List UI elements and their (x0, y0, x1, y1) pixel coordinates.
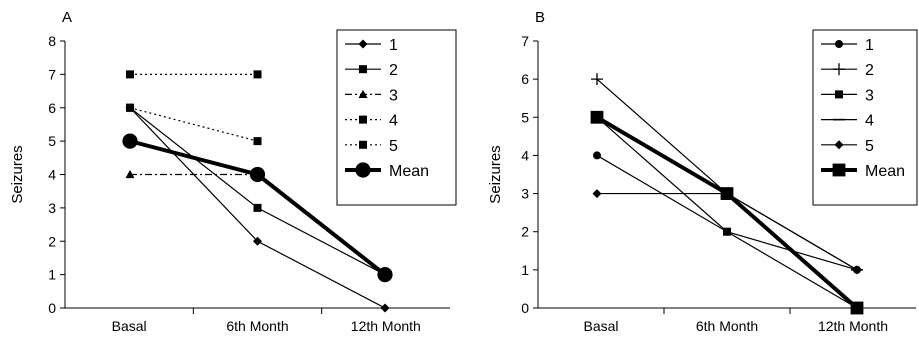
legend-marker (359, 115, 367, 124)
y-tick-label: 7 (521, 33, 529, 49)
y-tick-label: 2 (48, 233, 56, 249)
data-point (591, 73, 603, 86)
chart-panel-a: A 0 1 2 3 4 5 6 7 8 Basal 6th Month 12th Month Seizur… (9, 9, 457, 334)
legend-label: 2 (389, 62, 398, 79)
data-point (122, 133, 138, 149)
x-tick-label: 12th Month (818, 318, 888, 334)
data-point (852, 265, 862, 275)
data-point (253, 236, 262, 246)
legend: 1 2 3 4 5 Mean (336, 29, 457, 206)
y-tick-label: 3 (521, 186, 529, 202)
x-tick-label: 6th Month (226, 318, 288, 334)
y-tick-label: 1 (48, 267, 56, 283)
data-point (720, 187, 734, 200)
y-axis-title: Seizures (9, 145, 26, 203)
data-point (377, 267, 393, 283)
legend-label: 5 (865, 138, 874, 155)
x-tick-label: Basal (583, 318, 618, 334)
y-tick-label: 8 (48, 33, 56, 49)
legend-label: Mean (389, 163, 429, 180)
x-tick-label: 12th Month (351, 318, 421, 334)
legend-marker (833, 63, 845, 76)
legend-marker (835, 40, 843, 48)
legend-marker (358, 39, 368, 49)
legend-label: 1 (389, 37, 398, 54)
legend-marker (832, 163, 846, 177)
legend-marker (834, 140, 844, 150)
data-point (723, 227, 731, 236)
legend-label: 3 (389, 87, 398, 104)
data-point (253, 203, 262, 212)
legend-marker (358, 89, 368, 98)
panel-label: A (62, 9, 72, 26)
data-point (850, 301, 864, 315)
data-point (593, 151, 601, 160)
y-tick-label: 7 (48, 66, 56, 82)
y-tick-label: 5 (48, 133, 56, 149)
series-mean (590, 110, 864, 315)
panel-label: B (535, 9, 545, 26)
data-point (380, 303, 390, 313)
legend-label: 1 (865, 37, 874, 54)
legend-box (336, 29, 457, 206)
legend-label: 5 (389, 138, 398, 155)
series-line (129, 107, 258, 142)
y-tick-label: 4 (48, 167, 56, 183)
data-point (125, 170, 135, 179)
y-tick-label: 0 (48, 300, 56, 316)
legend-label: 2 (865, 62, 874, 79)
y-tick-label: 2 (521, 224, 529, 240)
y-axis-title: Seizures (487, 145, 504, 203)
x-tick-label: Basal (112, 318, 147, 334)
legend-label: 4 (865, 113, 874, 130)
data-point (590, 110, 604, 124)
y-tick-label: 0 (521, 300, 529, 316)
legend-marker (359, 140, 367, 149)
series-5 (126, 103, 262, 146)
legend: 1 2 3 4 5 Mean (812, 29, 918, 206)
data-point (126, 103, 134, 112)
y-tick-label: 5 (521, 109, 529, 125)
data-point (253, 70, 262, 79)
data-point (592, 189, 602, 199)
chart-panel-b: B 0 1 2 3 4 5 6 7 Basal 6th Month 12th Month Seizure… (487, 9, 918, 334)
y-tick-label: 3 (48, 200, 56, 216)
x-tick-label: 6th Month (696, 318, 758, 334)
data-point (249, 166, 266, 183)
y-tick-label: 6 (521, 71, 529, 87)
legend-label: 4 (389, 113, 398, 130)
legend-box (812, 29, 918, 206)
y-tick-label: 6 (48, 100, 56, 116)
data-point (126, 70, 134, 79)
data-point (253, 137, 262, 146)
legend-marker (835, 90, 843, 99)
legend-marker (355, 162, 371, 178)
series-4 (126, 70, 262, 79)
legend-marker (359, 65, 367, 74)
legend-label: Mean (865, 163, 905, 180)
legend-label: 3 (865, 87, 874, 104)
y-tick-label: 4 (521, 147, 529, 163)
y-tick-label: 1 (521, 262, 529, 278)
series-mean (122, 133, 393, 283)
